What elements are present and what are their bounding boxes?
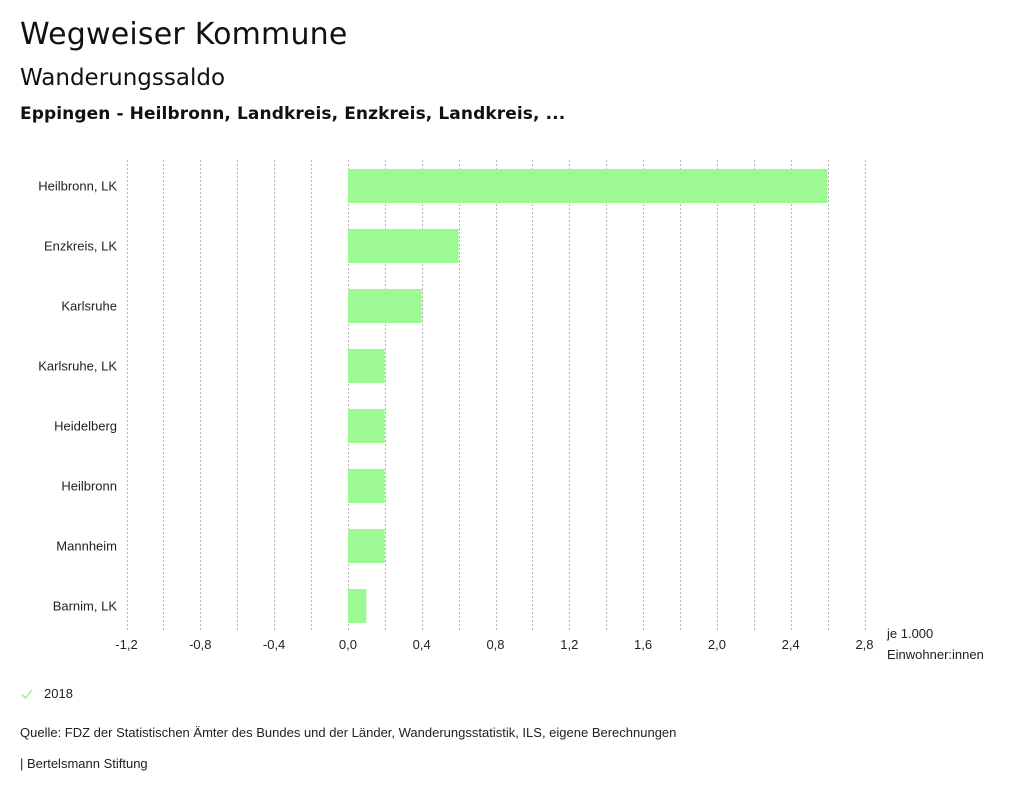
page-title: Wegweiser Kommune [20,17,348,52]
category-label: Barnim, LK [53,599,118,614]
credit-note: | Bertelsmann Stiftung [20,756,148,771]
bar[interactable] [347,169,828,203]
x-tick-label: 1,2 [560,637,578,652]
x-tick-label: -1,2 [115,637,137,652]
chart-subtitle: Wanderungssaldo [20,65,226,91]
x-tick-label: 0,4 [413,637,431,652]
bar[interactable] [347,589,367,623]
x-axis-unit-line1: je 1.000 [887,626,934,641]
bar[interactable] [347,229,459,263]
category-labels: Heilbronn, LK Enzkreis, LK Karlsruhe Karlsr… [38,179,117,614]
bar[interactable] [347,349,385,383]
check-icon [21,688,33,699]
category-label: Heidelberg [54,419,117,434]
category-label: Mannheim [56,539,117,554]
region-label: Eppingen - Heilbronn, Landkreis, Enzkrei… [20,104,566,124]
category-label: Heilbronn [61,479,117,494]
x-tick-label: -0,4 [263,637,285,652]
x-tick-label: -0,8 [189,637,211,652]
category-label: Heilbronn, LK [38,179,117,194]
x-tick-label: 2,8 [855,637,873,652]
x-tick-label: 2,0 [708,637,726,652]
bar[interactable] [347,469,385,503]
bar[interactable] [347,409,385,443]
category-label: Karlsruhe [61,299,117,314]
bar[interactable] [347,529,385,563]
x-tick-labels: -1,2 -0,8 -0,4 0,0 0,4 0,8 1,2 1,6 2,0 2,4 2,8 [115,637,873,652]
legend-item-2018[interactable]: 2018 [20,686,73,701]
legend-label: 2018 [44,686,73,701]
bars [347,169,828,623]
bar[interactable] [347,289,422,323]
source-note: Quelle: FDZ der Statistischen Ämter des … [20,725,677,740]
x-tick-label: 0,8 [486,637,504,652]
bar-chart: Heilbronn, LK Enzkreis, LK Karlsruhe Karlsr… [38,160,874,652]
gridlines [127,160,866,630]
x-tick-label: 2,4 [782,637,800,652]
x-tick-label: 0,0 [339,637,357,652]
category-label: Enzkreis, LK [44,239,117,254]
x-axis-unit-line2: Einwohner:innen [887,647,984,662]
category-label: Karlsruhe, LK [38,359,117,374]
x-tick-label: 1,6 [634,637,652,652]
